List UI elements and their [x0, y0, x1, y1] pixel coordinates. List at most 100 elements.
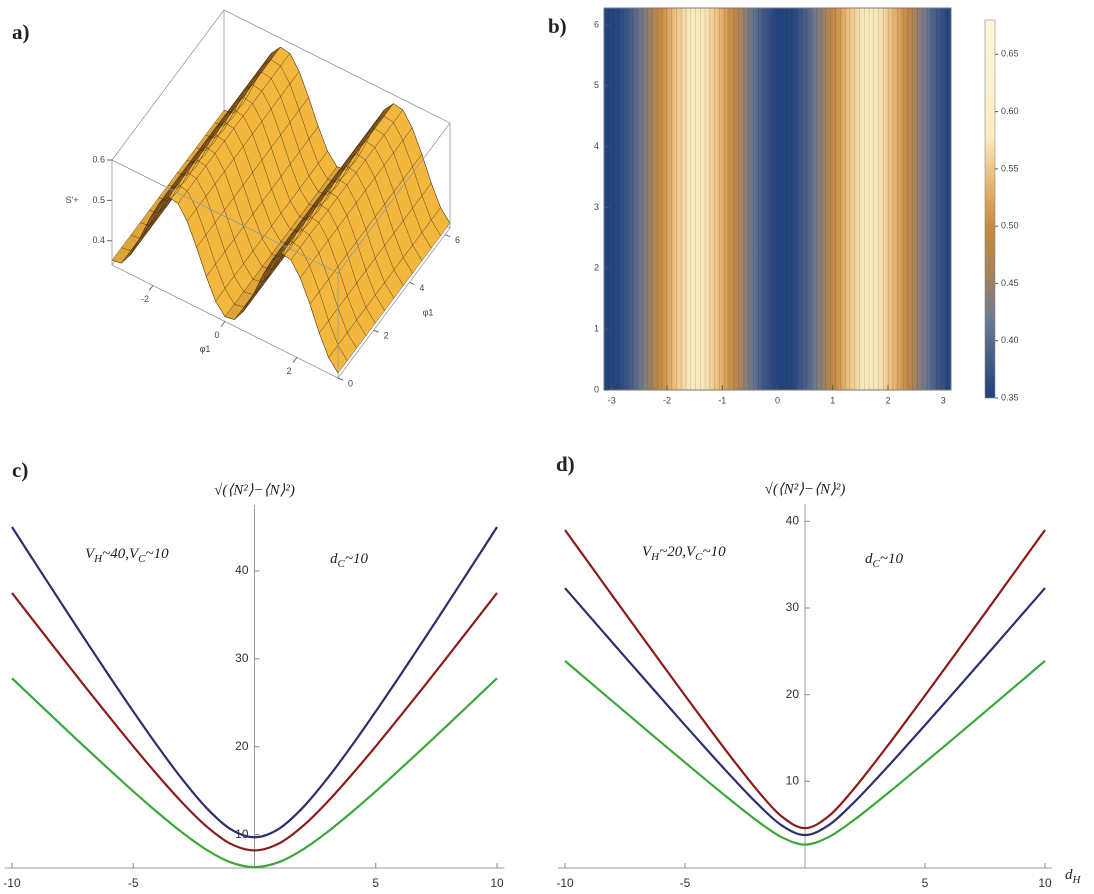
subscript: C — [138, 553, 146, 565]
y-tick-label: 30 — [786, 600, 800, 614]
annotation: VH~40,VC~10 — [85, 546, 169, 564]
text-run: 0 — [895, 551, 903, 567]
density-stripe — [871, 8, 887, 390]
z-tick-label: 0.5 — [92, 195, 105, 205]
x-tick-label: 3 — [941, 395, 946, 405]
text-run: , — [125, 546, 129, 562]
text-run: d — [330, 551, 338, 567]
x-tick-label: 0 — [775, 395, 780, 405]
mesh-line — [121, 184, 348, 361]
density-stripe — [857, 8, 872, 390]
y-tick-label: 0 — [348, 378, 353, 388]
box-edge — [337, 227, 451, 379]
annotation: dC~10 — [330, 551, 368, 569]
y-tick — [444, 234, 451, 238]
x-tick — [292, 357, 298, 363]
text-run: 4 — [110, 546, 118, 562]
density-stripe — [885, 8, 901, 390]
colorbar-tick-label: 0.60 — [1001, 106, 1019, 116]
panel-label: c) — [12, 458, 28, 482]
y-tick-label: 40 — [786, 514, 800, 528]
y-tick-label: 3 — [594, 202, 599, 212]
y-axis-label: φ1 — [423, 307, 434, 317]
density-stripe — [697, 8, 713, 390]
mesh-line — [111, 196, 339, 374]
colorbar-tick-label: 0.55 — [1001, 163, 1019, 173]
series-line — [564, 587, 1046, 837]
text-run: 0 — [718, 544, 726, 560]
subscript: H — [93, 553, 103, 565]
subscript: H — [1072, 874, 1082, 886]
y-tick-label: 6 — [455, 235, 460, 245]
density-stripe — [915, 8, 930, 390]
text-run: V — [686, 544, 697, 560]
series-line — [564, 660, 1046, 846]
x-tick-label: 0 — [214, 330, 219, 340]
box-edge — [111, 159, 339, 274]
series-line — [11, 677, 498, 869]
colorbar-tick-label: 0.50 — [1001, 221, 1019, 231]
density-stripe — [611, 8, 626, 390]
y-tick — [409, 281, 415, 285]
text-run: 1 — [711, 544, 719, 560]
x-tick-label: 2 — [286, 366, 291, 376]
mesh-line — [205, 71, 432, 249]
annotation: dC~10 — [865, 551, 903, 569]
x-tick-label: 10 — [490, 876, 504, 890]
density-stripe — [712, 8, 728, 390]
y-tick-label: 4 — [594, 141, 599, 151]
panel-label: d) — [556, 452, 575, 476]
mesh-line — [130, 171, 357, 349]
y-tick-label: 2 — [384, 331, 389, 341]
series-line — [11, 526, 498, 839]
mesh-line — [177, 109, 404, 286]
mesh-line — [223, 46, 451, 224]
panel-label: a) — [12, 20, 30, 44]
density-stripe — [683, 8, 699, 390]
box-edge — [337, 122, 451, 274]
box-edge — [223, 9, 451, 124]
mesh-line — [167, 121, 395, 299]
colorbar-tick-label: 0.45 — [1001, 278, 1019, 288]
text-run: V — [129, 546, 140, 562]
text-run: 0 — [161, 546, 169, 562]
text-run: 2 — [667, 544, 675, 560]
y-tick-label: 30 — [235, 651, 249, 665]
text-run: 1 — [353, 551, 361, 567]
text-run: 0 — [118, 546, 126, 562]
density-stripe — [669, 8, 684, 390]
subscript: C — [338, 558, 346, 570]
text-run: 1 — [154, 546, 162, 562]
subscript: C — [873, 558, 881, 570]
colorbar-tick-label: 0.35 — [1001, 392, 1019, 402]
text-run: 0 — [675, 544, 683, 560]
x-tick-label: -5 — [128, 876, 139, 890]
x-tick-label: -2 — [141, 294, 149, 304]
mesh-line — [214, 59, 441, 236]
subscript: C — [695, 551, 703, 563]
text-run: V — [642, 544, 653, 560]
panel-label: b) — [548, 14, 567, 38]
y-tick-label: 1 — [594, 324, 599, 334]
y-axis-label: √(⟨N²⟩−⟨N⟩²) — [765, 481, 846, 497]
text-run: ~ — [659, 544, 667, 560]
x-tick-label: 1 — [830, 395, 835, 405]
x-axis-label: φ1 — [200, 344, 211, 354]
density-stripe — [755, 8, 771, 390]
mesh-line — [139, 159, 367, 336]
x-tick-label: 5 — [922, 876, 929, 890]
density-stripe — [813, 8, 829, 390]
y-axis-label: √(⟨N²⟩−⟨N⟩²) — [214, 482, 295, 498]
mesh-line — [186, 96, 413, 274]
x-tick — [148, 285, 154, 291]
density-stripe — [654, 8, 670, 390]
density-stripe — [784, 8, 800, 390]
x-tick-label: -3 — [608, 395, 616, 405]
box-edge — [111, 9, 225, 161]
x-tick-label: 5 — [372, 876, 379, 890]
density-stripe — [929, 8, 945, 390]
density-stripe — [741, 8, 757, 390]
colorbar — [984, 19, 996, 399]
text-run: ~ — [703, 544, 711, 560]
